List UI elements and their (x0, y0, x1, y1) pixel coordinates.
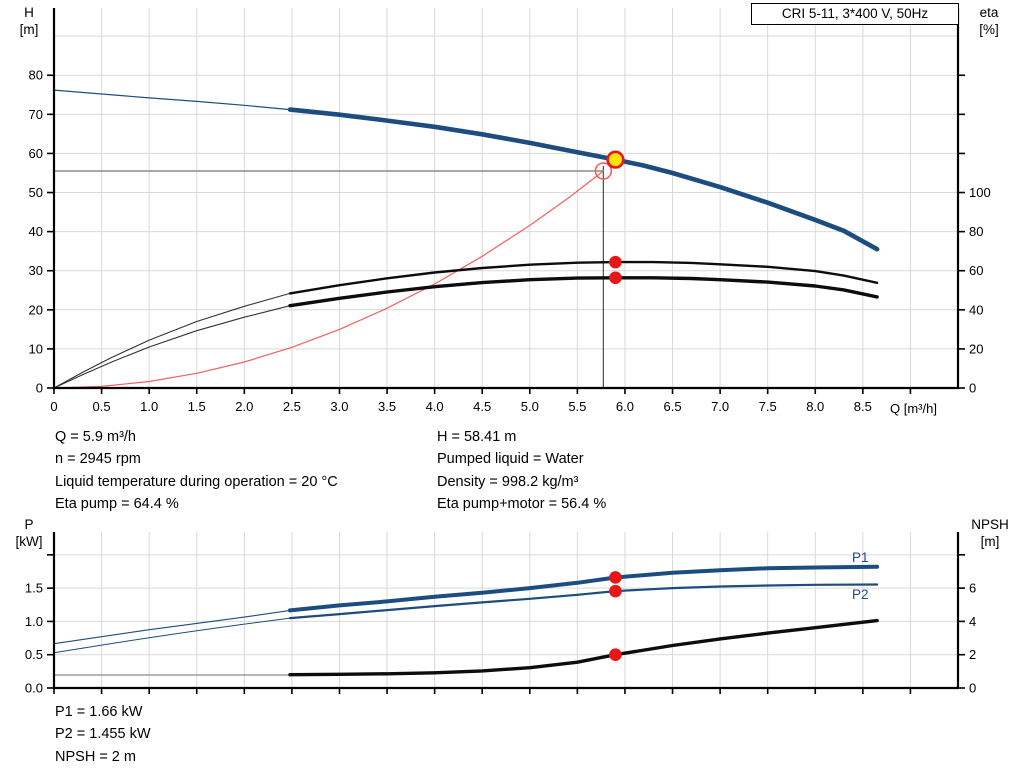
power-info: P1 = 1.66 kW P2 = 1.455 kW NPSH = 2 m (55, 701, 151, 768)
x-tick-label: 5.5 (568, 399, 586, 414)
left-tick-label: 50 (29, 185, 43, 200)
left-tick-label: 30 (29, 263, 43, 278)
right-tick-label: 4 (969, 614, 976, 629)
info-pumped-liquid: Pumped liquid = Water (437, 451, 584, 468)
x-tick-label: 0.5 (93, 399, 111, 414)
left-tick-label: 1.5 (25, 581, 43, 596)
pump-title-box: CRI 5-11, 3*400 V, 50Hz (751, 3, 959, 25)
h-axis-label-symbol: H (24, 5, 34, 20)
info-eta-pump-motor: Eta pump+motor = 56.4 % (437, 496, 607, 513)
p2-dot (609, 584, 622, 598)
eta-pump-motor-dot (609, 271, 622, 285)
left-tick-label: 80 (29, 68, 43, 83)
h-axis-label: H [m] (10, 4, 48, 38)
npsh-curve (288, 618, 879, 677)
info-speed: n = 2945 rpm (55, 451, 141, 468)
left-tick-label: 0.0 (25, 681, 43, 696)
p1-series-label: P1 (852, 550, 869, 565)
info-p1: P1 = 1.66 kW (55, 704, 143, 720)
right-tick-label: 6 (969, 581, 976, 596)
right-tick-label: 100 (969, 185, 991, 200)
x-tick-label: 4.0 (426, 399, 444, 414)
right-tick-label: 80 (969, 224, 983, 239)
h-axis-label-unit: [m] (19, 22, 39, 37)
info-liquid-temp: Liquid temperature during operation = 20… (55, 473, 338, 490)
right-tick-label: 2 (969, 647, 976, 662)
x-tick-label: 2.5 (283, 399, 301, 414)
p-axis-label-unit: [kW] (15, 534, 43, 549)
power-npsh-chart: 0.0 0.5 1.0 1.5 0 2 4 6 P1 P2 (25, 532, 976, 696)
eta-pump-thin (53, 292, 291, 389)
p1-thin (53, 609, 291, 645)
p1-dot (609, 571, 622, 584)
x-tick-label: 1.5 (188, 399, 206, 414)
x-tick-label: 3.0 (330, 399, 348, 414)
right-tick-label: 0 (969, 381, 976, 396)
npsh-dot (609, 648, 622, 662)
left-tick-label: 1.0 (25, 614, 43, 629)
x-tick-label: 5.0 (521, 399, 539, 414)
x-tick-label: 8.0 (806, 399, 824, 414)
left-tick-label: 0.5 (25, 647, 43, 662)
left-tick-label: 0 (36, 381, 43, 396)
eta-axis-label-unit: [%] (979, 22, 999, 37)
p1-curve (288, 564, 880, 613)
x-tick-label: 7.5 (759, 399, 777, 414)
eta-pump-motor-thin (53, 305, 291, 389)
info-npsh: NPSH = 2 m (55, 748, 136, 765)
duty-point-circle (594, 162, 613, 180)
left-tick-label: 70 (29, 107, 43, 122)
h-curve-thin (53, 89, 291, 111)
h-curve (287, 107, 880, 252)
x-tick-label: 3.5 (378, 399, 396, 414)
system-curve (53, 170, 604, 389)
p2-curve (288, 583, 879, 620)
info-eta-pump: Eta pump = 64.4 % (55, 496, 179, 513)
x-axis-unit-label: Q [m³/h] (890, 401, 937, 416)
x-tick-label: 4.5 (473, 399, 491, 414)
npsh-axis-label-unit: [m] (980, 534, 1000, 549)
eta-pump-dot (609, 255, 622, 269)
eta-pump-motor-curve (288, 276, 879, 308)
left-tick-label: 60 (29, 146, 43, 161)
x-tick-label: 6.0 (616, 399, 634, 414)
x-tick-label: 0 (50, 399, 57, 414)
info-q: Q = 5.9 m³/h (55, 429, 136, 445)
x-tick-label: 1.0 (140, 399, 158, 414)
info-head: H = 58.41 m (437, 429, 517, 445)
operating-point-dot (606, 150, 625, 169)
info-density: Density = 998.2 kg/m³ (437, 473, 579, 490)
right-tick-label: 0 (969, 681, 976, 696)
x-tick-label: 8.5 (854, 399, 872, 414)
x-tick-label: 2.0 (235, 399, 253, 414)
right-tick-label: 40 (969, 302, 983, 317)
x-tick-label: 7.0 (711, 399, 729, 414)
eta-axis-label-symbol: eta (979, 5, 999, 20)
right-tick-label: 60 (969, 263, 983, 278)
duty-info-right: H = 58.41 m Pumped liquid = Water Densit… (437, 426, 606, 516)
hq-eta-chart: 0 0.5 1.0 1.5 2.0 2.5 3.0 3.5 4.0 4.5 5.0 5.5 6.0 6.5… (29, 8, 991, 416)
right-tick-label: 20 (969, 341, 983, 356)
x-tick-label: 6.5 (663, 399, 681, 414)
info-p2: P2 = 1.455 kW (55, 726, 151, 743)
p-axis-label: P [kW] (6, 516, 52, 550)
eta-axis-label: eta [%] (968, 4, 1010, 38)
npsh-axis-label: NPSH [m] (962, 516, 1018, 550)
left-tick-label: 40 (29, 224, 43, 239)
p2-series-label: P2 (852, 587, 869, 602)
left-tick-label: 20 (29, 302, 43, 317)
npsh-axis-label-symbol: NPSH (971, 517, 1009, 532)
duty-info-left: Q = 5.9 m³/h n = 2945 rpm Liquid tempera… (55, 426, 338, 516)
left-tick-label: 10 (29, 341, 43, 356)
p2-thin (53, 617, 291, 654)
p-axis-label-symbol: P (24, 517, 34, 532)
